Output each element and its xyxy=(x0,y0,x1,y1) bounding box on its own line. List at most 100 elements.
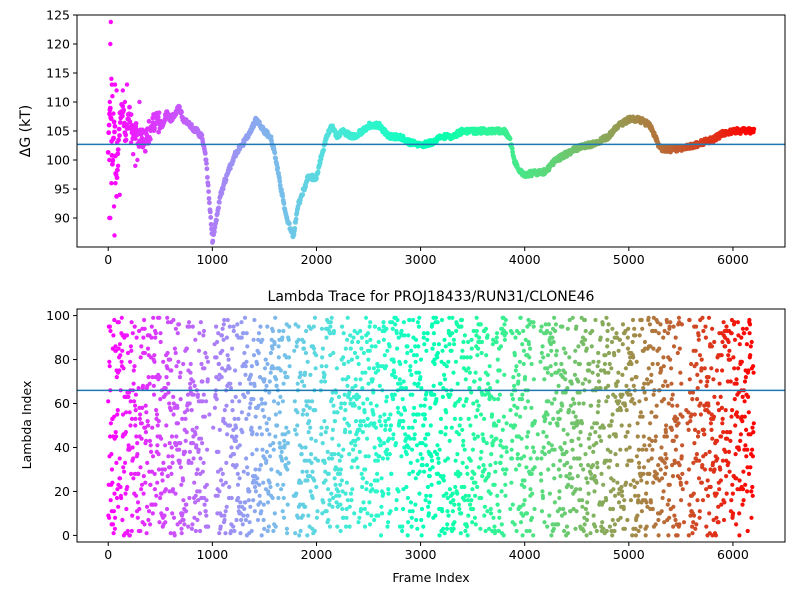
delta-g-point xyxy=(293,216,299,222)
lambda-point xyxy=(153,331,158,336)
lambda-point xyxy=(223,531,228,536)
lambda-point xyxy=(611,487,616,492)
lambda-point xyxy=(390,326,395,331)
lambda-point xyxy=(647,443,652,448)
lambda-point xyxy=(363,467,368,472)
lambda-point xyxy=(241,469,246,474)
lambda-point xyxy=(470,487,475,492)
lambda-point xyxy=(610,326,615,331)
lambda-point xyxy=(124,506,129,512)
lambda-point xyxy=(736,447,742,452)
lambda-point xyxy=(698,401,703,406)
lambda-point xyxy=(719,434,724,439)
lambda-point xyxy=(522,478,527,483)
lambda-point xyxy=(423,443,428,448)
lambda-point xyxy=(225,432,230,437)
delta-g-point xyxy=(106,130,112,136)
lambda-point xyxy=(228,381,233,386)
lambda-point xyxy=(654,414,659,419)
lambda-point xyxy=(155,443,160,448)
lambda-point xyxy=(120,348,125,353)
lambda-point xyxy=(361,419,366,424)
lambda-point xyxy=(647,322,653,327)
lambda-point xyxy=(527,528,532,534)
lambda-point xyxy=(305,478,310,483)
lambda-point xyxy=(651,480,656,485)
lambda-point xyxy=(742,379,748,384)
lambda-point xyxy=(259,397,264,402)
lambda-point xyxy=(251,337,256,342)
lambda-point xyxy=(489,412,495,417)
lambda-point xyxy=(630,339,635,345)
lambda-point xyxy=(173,491,178,496)
lambda-point xyxy=(349,357,354,362)
lambda-point xyxy=(750,484,755,490)
lambda-point xyxy=(630,397,635,402)
lambda-point xyxy=(357,449,362,454)
lambda-point xyxy=(250,452,255,457)
lambda-point xyxy=(728,430,733,435)
lambda-point xyxy=(157,520,162,525)
lambda-point xyxy=(193,432,198,437)
lambda-point xyxy=(748,353,753,358)
lambda-point xyxy=(625,346,631,351)
lambda-point xyxy=(106,399,111,404)
lambda-point xyxy=(382,412,387,417)
lambda-point xyxy=(159,436,164,441)
lambda-point xyxy=(545,370,550,375)
lambda-point xyxy=(549,348,554,353)
delta-g-point xyxy=(272,150,278,156)
lambda-point xyxy=(686,467,692,472)
lambda-point xyxy=(165,315,170,320)
lambda-point xyxy=(549,443,554,448)
lambda-point xyxy=(562,528,567,534)
lambda-point xyxy=(282,438,287,443)
lambda-point xyxy=(386,520,391,525)
lambda-point xyxy=(331,328,337,334)
lambda-point xyxy=(492,524,497,529)
lambda-point xyxy=(530,491,535,496)
delta-g-x-tick-label: 4000 xyxy=(509,252,541,267)
delta-g-point xyxy=(115,147,121,153)
lambda-point xyxy=(227,484,232,490)
lambda-point xyxy=(670,474,676,479)
lambda-point xyxy=(612,528,617,534)
lambda-point xyxy=(660,476,665,481)
lambda-point xyxy=(622,526,628,531)
lambda-point xyxy=(416,324,421,329)
delta-g-point xyxy=(207,209,213,215)
lambda-point xyxy=(230,346,235,351)
lambda-point xyxy=(243,372,248,377)
lambda-point xyxy=(469,346,474,351)
lambda-point xyxy=(384,394,389,399)
lambda-point xyxy=(338,528,343,534)
lambda-point xyxy=(248,372,253,377)
lambda-point xyxy=(659,445,664,450)
lambda-point xyxy=(428,423,433,428)
lambda-point xyxy=(365,511,370,516)
lambda-point xyxy=(625,335,630,340)
lambda-point xyxy=(157,375,162,380)
lambda-point xyxy=(619,423,624,428)
lambda-point xyxy=(495,379,500,384)
lambda-point xyxy=(656,331,661,336)
lambda-point xyxy=(272,511,277,516)
lambda-point xyxy=(205,377,210,382)
lambda-point xyxy=(401,419,406,424)
lambda-point xyxy=(154,493,159,498)
lambda-point xyxy=(349,498,354,503)
lambda-point xyxy=(355,355,360,360)
lambda-point xyxy=(239,320,244,325)
delta-g-point xyxy=(179,109,184,115)
lambda-point xyxy=(481,463,486,468)
lambda-point xyxy=(713,533,719,538)
delta-g-x-tick-label: 0 xyxy=(104,252,112,267)
lambda-point xyxy=(384,326,389,331)
lambda-point xyxy=(666,533,671,538)
lambda-point xyxy=(365,397,370,402)
lambda-point xyxy=(451,370,456,375)
lambda-point xyxy=(614,331,619,336)
lambda-point xyxy=(294,344,299,349)
lambda-point xyxy=(578,487,583,492)
lambda-point xyxy=(259,509,264,514)
